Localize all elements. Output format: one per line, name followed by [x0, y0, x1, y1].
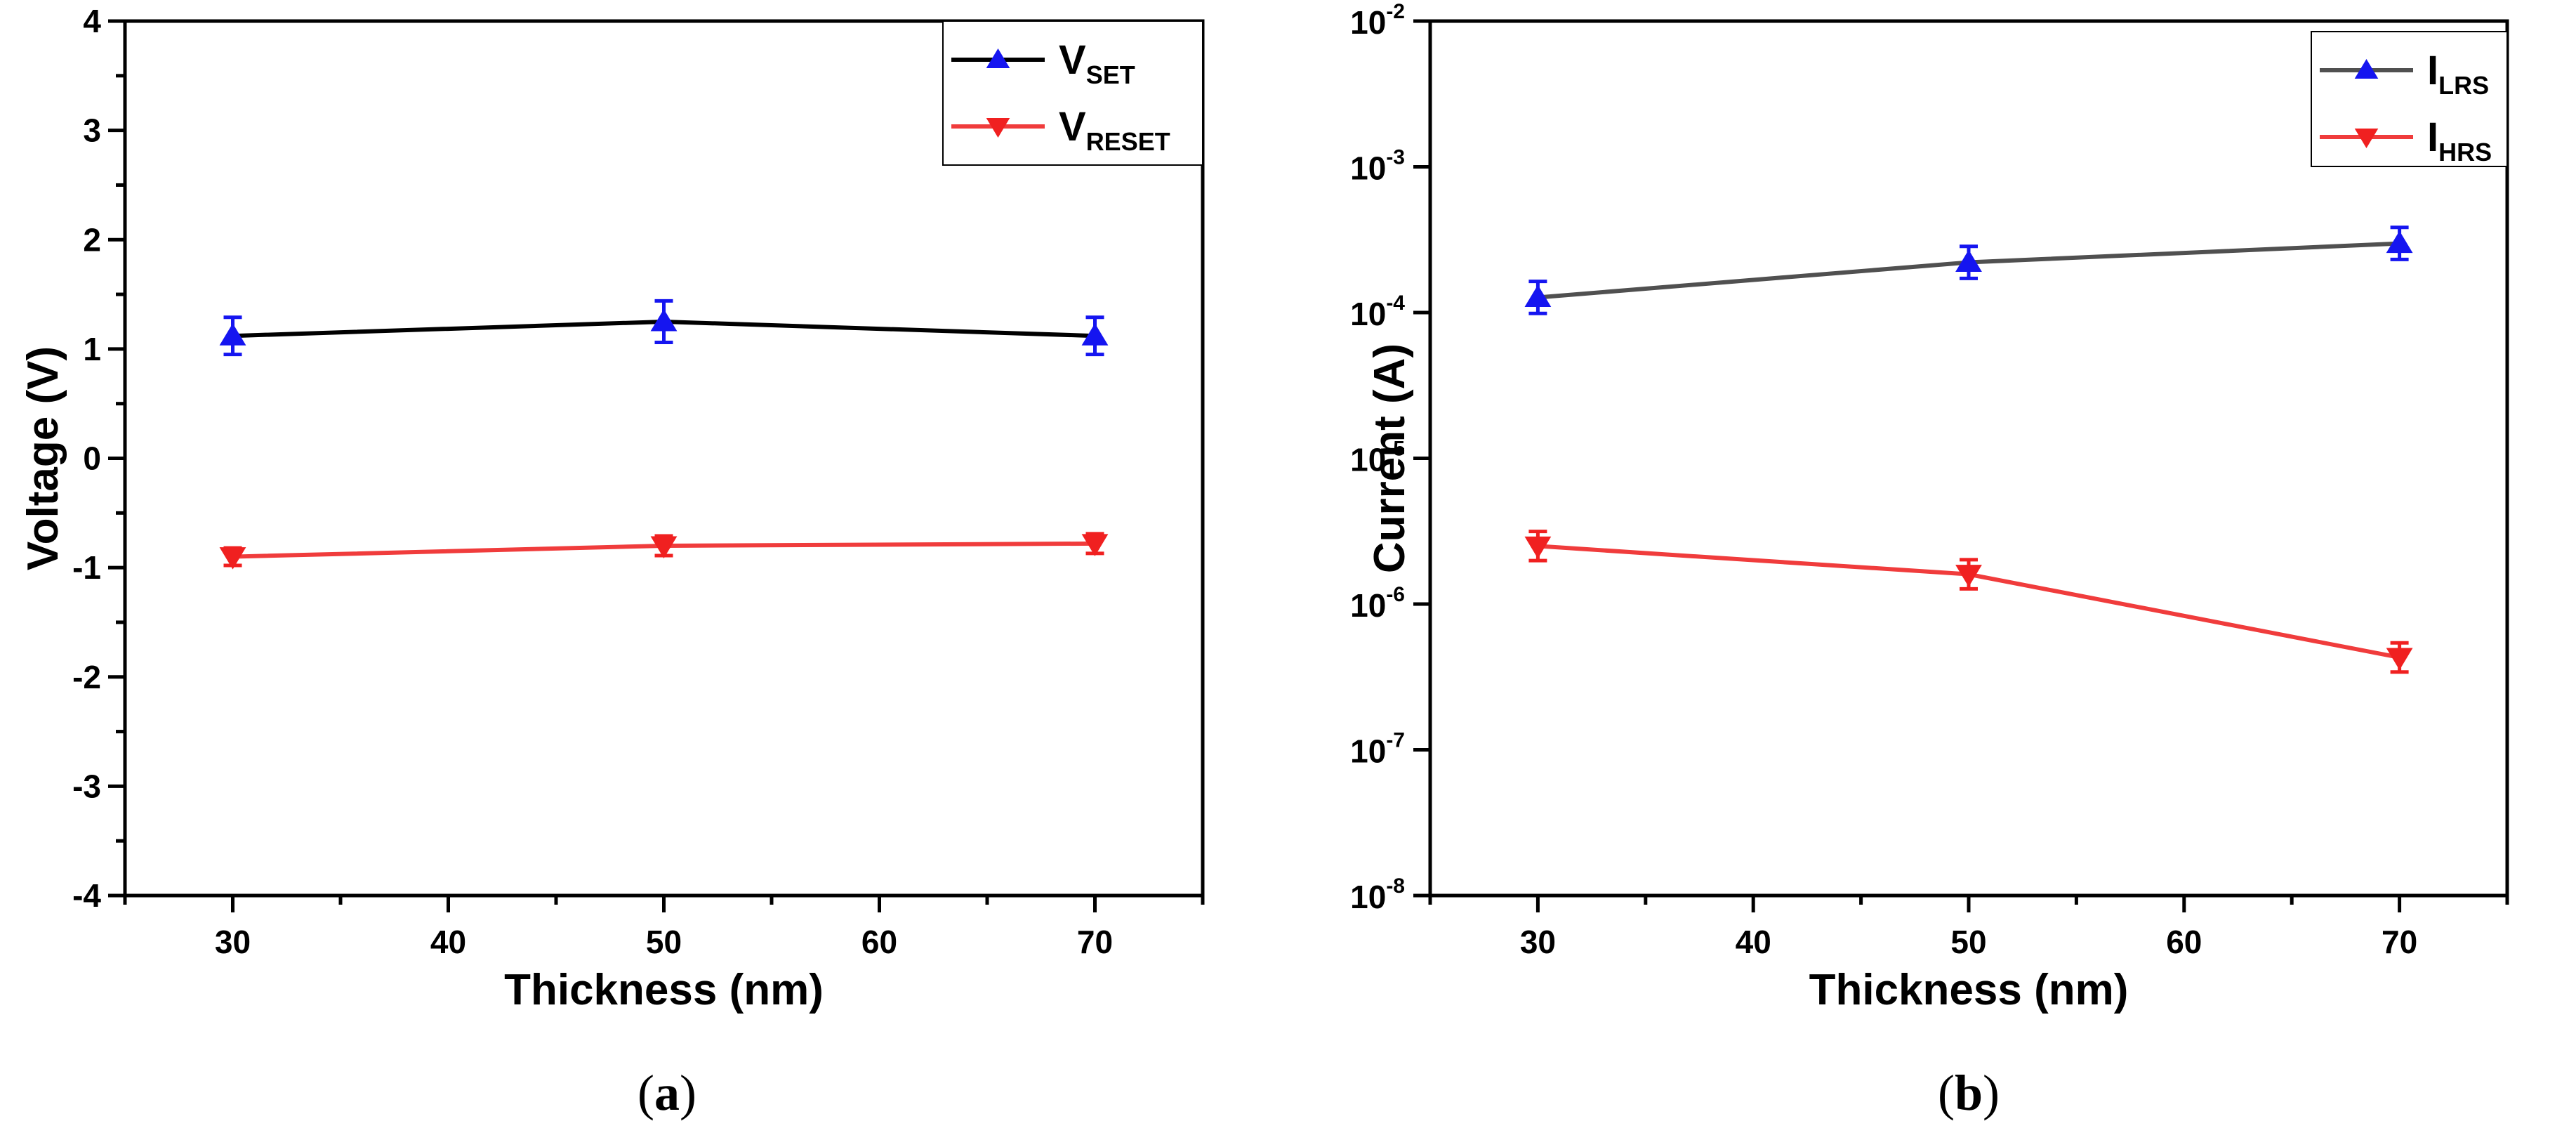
y-tick-exponent: -7	[1386, 729, 1405, 752]
data-point	[1955, 565, 1982, 587]
y-tick-exponent: -5	[1386, 438, 1405, 461]
legend-marker	[986, 118, 1010, 138]
chart-panel-b: 30 40 50 60 7010-810-710-610-510-410-310-2Th…	[1350, 0, 2509, 1014]
y-tick-label: -4	[72, 877, 101, 914]
legend-label: IHRS	[2427, 114, 2492, 166]
x-tick-label: 60	[861, 924, 897, 960]
panel-captions: (a) (b)	[638, 1065, 2000, 1121]
y-tick-base: 10	[1350, 733, 1386, 770]
data-point	[2386, 230, 2413, 254]
data-point	[1955, 249, 1982, 273]
legend-label-subscript: LRS	[2438, 71, 2489, 100]
legend-label-main: I	[2427, 114, 2438, 160]
caption-close: )	[680, 1065, 696, 1121]
x-axis-title: Thickness (nm)	[504, 966, 824, 1014]
data-point	[1524, 536, 1552, 559]
y-tick-label: 10-8	[1350, 874, 1405, 915]
y-tick-exponent: -8	[1386, 874, 1405, 898]
y-tick-label: -2	[72, 659, 101, 695]
series-set	[219, 299, 1109, 357]
data-point	[1081, 323, 1109, 346]
data-point	[2386, 648, 2413, 671]
y-axis-title: Current (A)	[1366, 343, 1414, 573]
caption-open: (	[638, 1065, 654, 1121]
caption-letter: b	[1955, 1065, 1983, 1121]
y-tick-label: 10-3	[1350, 146, 1405, 187]
legend-box	[942, 20, 1203, 166]
data-point	[1081, 534, 1109, 556]
legend-label-main: I	[2427, 48, 2438, 93]
y-tick-label: -3	[72, 768, 101, 804]
y-tick-label: 10-6	[1350, 583, 1405, 624]
x-tick-label: 40	[1736, 924, 1771, 960]
legend-label-main: V	[1059, 37, 1086, 83]
legend-label: ILRS	[2427, 48, 2489, 100]
x-tick-label: 30	[1520, 924, 1556, 960]
x-tick-label: 50	[646, 924, 682, 960]
legend-box	[2311, 31, 2508, 167]
data-point	[219, 547, 246, 570]
legend-label: VSET	[1059, 37, 1135, 89]
series-lrs	[1524, 225, 2413, 315]
legend-label-subscript: HRS	[2438, 138, 2492, 166]
series-hrs	[1524, 530, 2413, 674]
legend-label-subscript: RESET	[1086, 127, 1170, 156]
y-tick-label: 2	[83, 221, 101, 258]
x-tick-label: 50	[1950, 924, 1986, 960]
caption-open: (	[1938, 1065, 1955, 1121]
x-tick-label: 40	[430, 924, 466, 960]
legend-marker	[2354, 129, 2379, 148]
chart-panels: 30 40 50 60 70 -4 -3 -2 -1 0 1 2 3 4 Thickness (nm) Vol…	[19, 0, 2509, 1014]
y-tick-label: 4	[83, 3, 101, 39]
x-tick-label: 30	[215, 924, 251, 960]
y-tick-base: 10	[1350, 879, 1386, 915]
series-reset	[219, 532, 1109, 570]
caption-letter: a	[654, 1065, 680, 1121]
y-tick-base: 10	[1350, 4, 1386, 41]
y-tick-base: 10	[1350, 442, 1386, 478]
panel-caption-a: (a)	[638, 1065, 696, 1121]
y-tick-label: 10-2	[1350, 0, 1405, 41]
y-tick-label: -1	[72, 549, 101, 586]
y-tick-label: 3	[83, 112, 101, 149]
data-point	[650, 308, 678, 332]
legend-marker	[2354, 59, 2379, 79]
panel-caption-b: (b)	[1938, 1065, 2000, 1121]
y-tick-label: 0	[83, 440, 101, 477]
legend-label: VRESET	[1059, 104, 1170, 156]
chart-panel-a: 30 40 50 60 70 -4 -3 -2 -1 0 1 2 3 4 Thickness (nm) Vol…	[19, 3, 1205, 1014]
y-tick-exponent: -3	[1386, 146, 1405, 169]
y-tick-label: 10-7	[1350, 729, 1405, 770]
legend-label-subscript: SET	[1086, 60, 1135, 89]
x-axis-title: Thickness (nm)	[1809, 966, 2129, 1014]
y-tick-exponent: -6	[1386, 583, 1405, 606]
data-point	[219, 323, 246, 346]
y-tick-exponent: -4	[1386, 291, 1405, 315]
y-tick-exponent: -2	[1386, 0, 1405, 23]
y-tick-base: 10	[1350, 150, 1386, 187]
data-point	[650, 536, 678, 558]
x-tick-label: 60	[2166, 924, 2202, 960]
x-tick-label: 70	[2382, 924, 2417, 960]
data-point	[1524, 284, 1552, 307]
caption-close: )	[1983, 1065, 2000, 1121]
y-tick-base: 10	[1350, 296, 1386, 332]
y-tick-label: 1	[83, 331, 101, 367]
y-tick-label: 10-5	[1350, 438, 1405, 478]
x-tick-label: 70	[1077, 924, 1113, 960]
legend-label-main: V	[1059, 104, 1086, 150]
y-tick-base: 10	[1350, 587, 1386, 624]
legend-marker	[986, 48, 1010, 68]
y-axis-title: Voltage (V)	[19, 346, 67, 570]
y-tick-label: 10-4	[1350, 291, 1405, 332]
